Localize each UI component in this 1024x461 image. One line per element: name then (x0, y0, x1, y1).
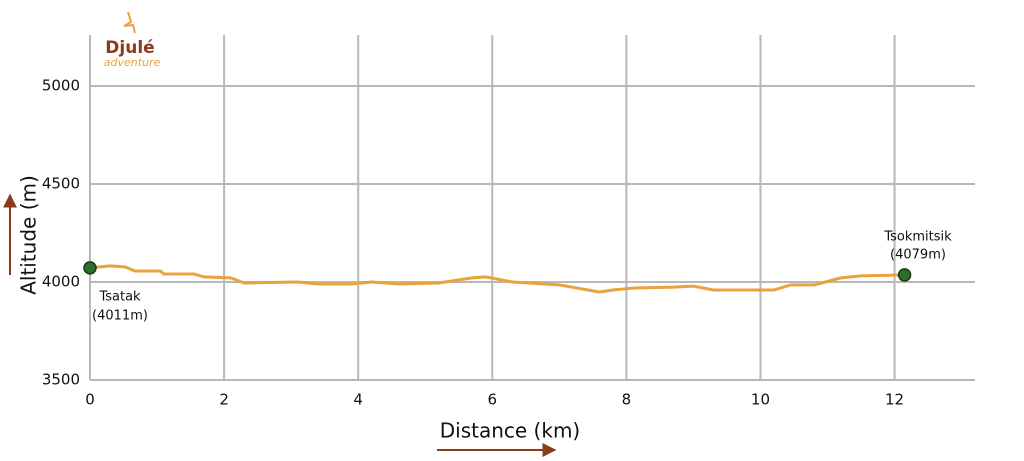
logo-tagline: adventure (104, 56, 161, 69)
x-tick-label: 6 (487, 391, 497, 409)
annotation-altitude: (4011m) (92, 309, 148, 324)
x-tick-label: 0 (85, 391, 95, 409)
x-tick-label: 4 (353, 391, 363, 409)
elevation-line (89, 264, 905, 294)
y-tick-label: 3500 (42, 371, 80, 389)
endpoint-marker (897, 268, 912, 282)
x-tick-label: 10 (751, 391, 770, 409)
y-tick-label: 5000 (42, 76, 80, 94)
annotation-altitude: (4079m) (890, 248, 946, 263)
y-tick-label: 4500 (42, 174, 80, 192)
x-axis-title: Distance (km) (440, 419, 580, 443)
logo-icon (123, 11, 136, 34)
logo-name: Djulé (105, 38, 154, 58)
x-tick-label: 12 (885, 391, 904, 409)
x-tick-label: 2 (219, 391, 229, 409)
annotation-name: Tsatak (98, 290, 141, 305)
y-tick-label: 4000 (42, 272, 80, 290)
x-tick-label: 8 (622, 391, 632, 409)
y-axis-title: Altitude (m) (17, 175, 41, 295)
logo: Djulé adventure (104, 11, 161, 69)
annotation-name: Tsokmitsik (883, 230, 952, 245)
endpoint-marker (83, 261, 97, 275)
